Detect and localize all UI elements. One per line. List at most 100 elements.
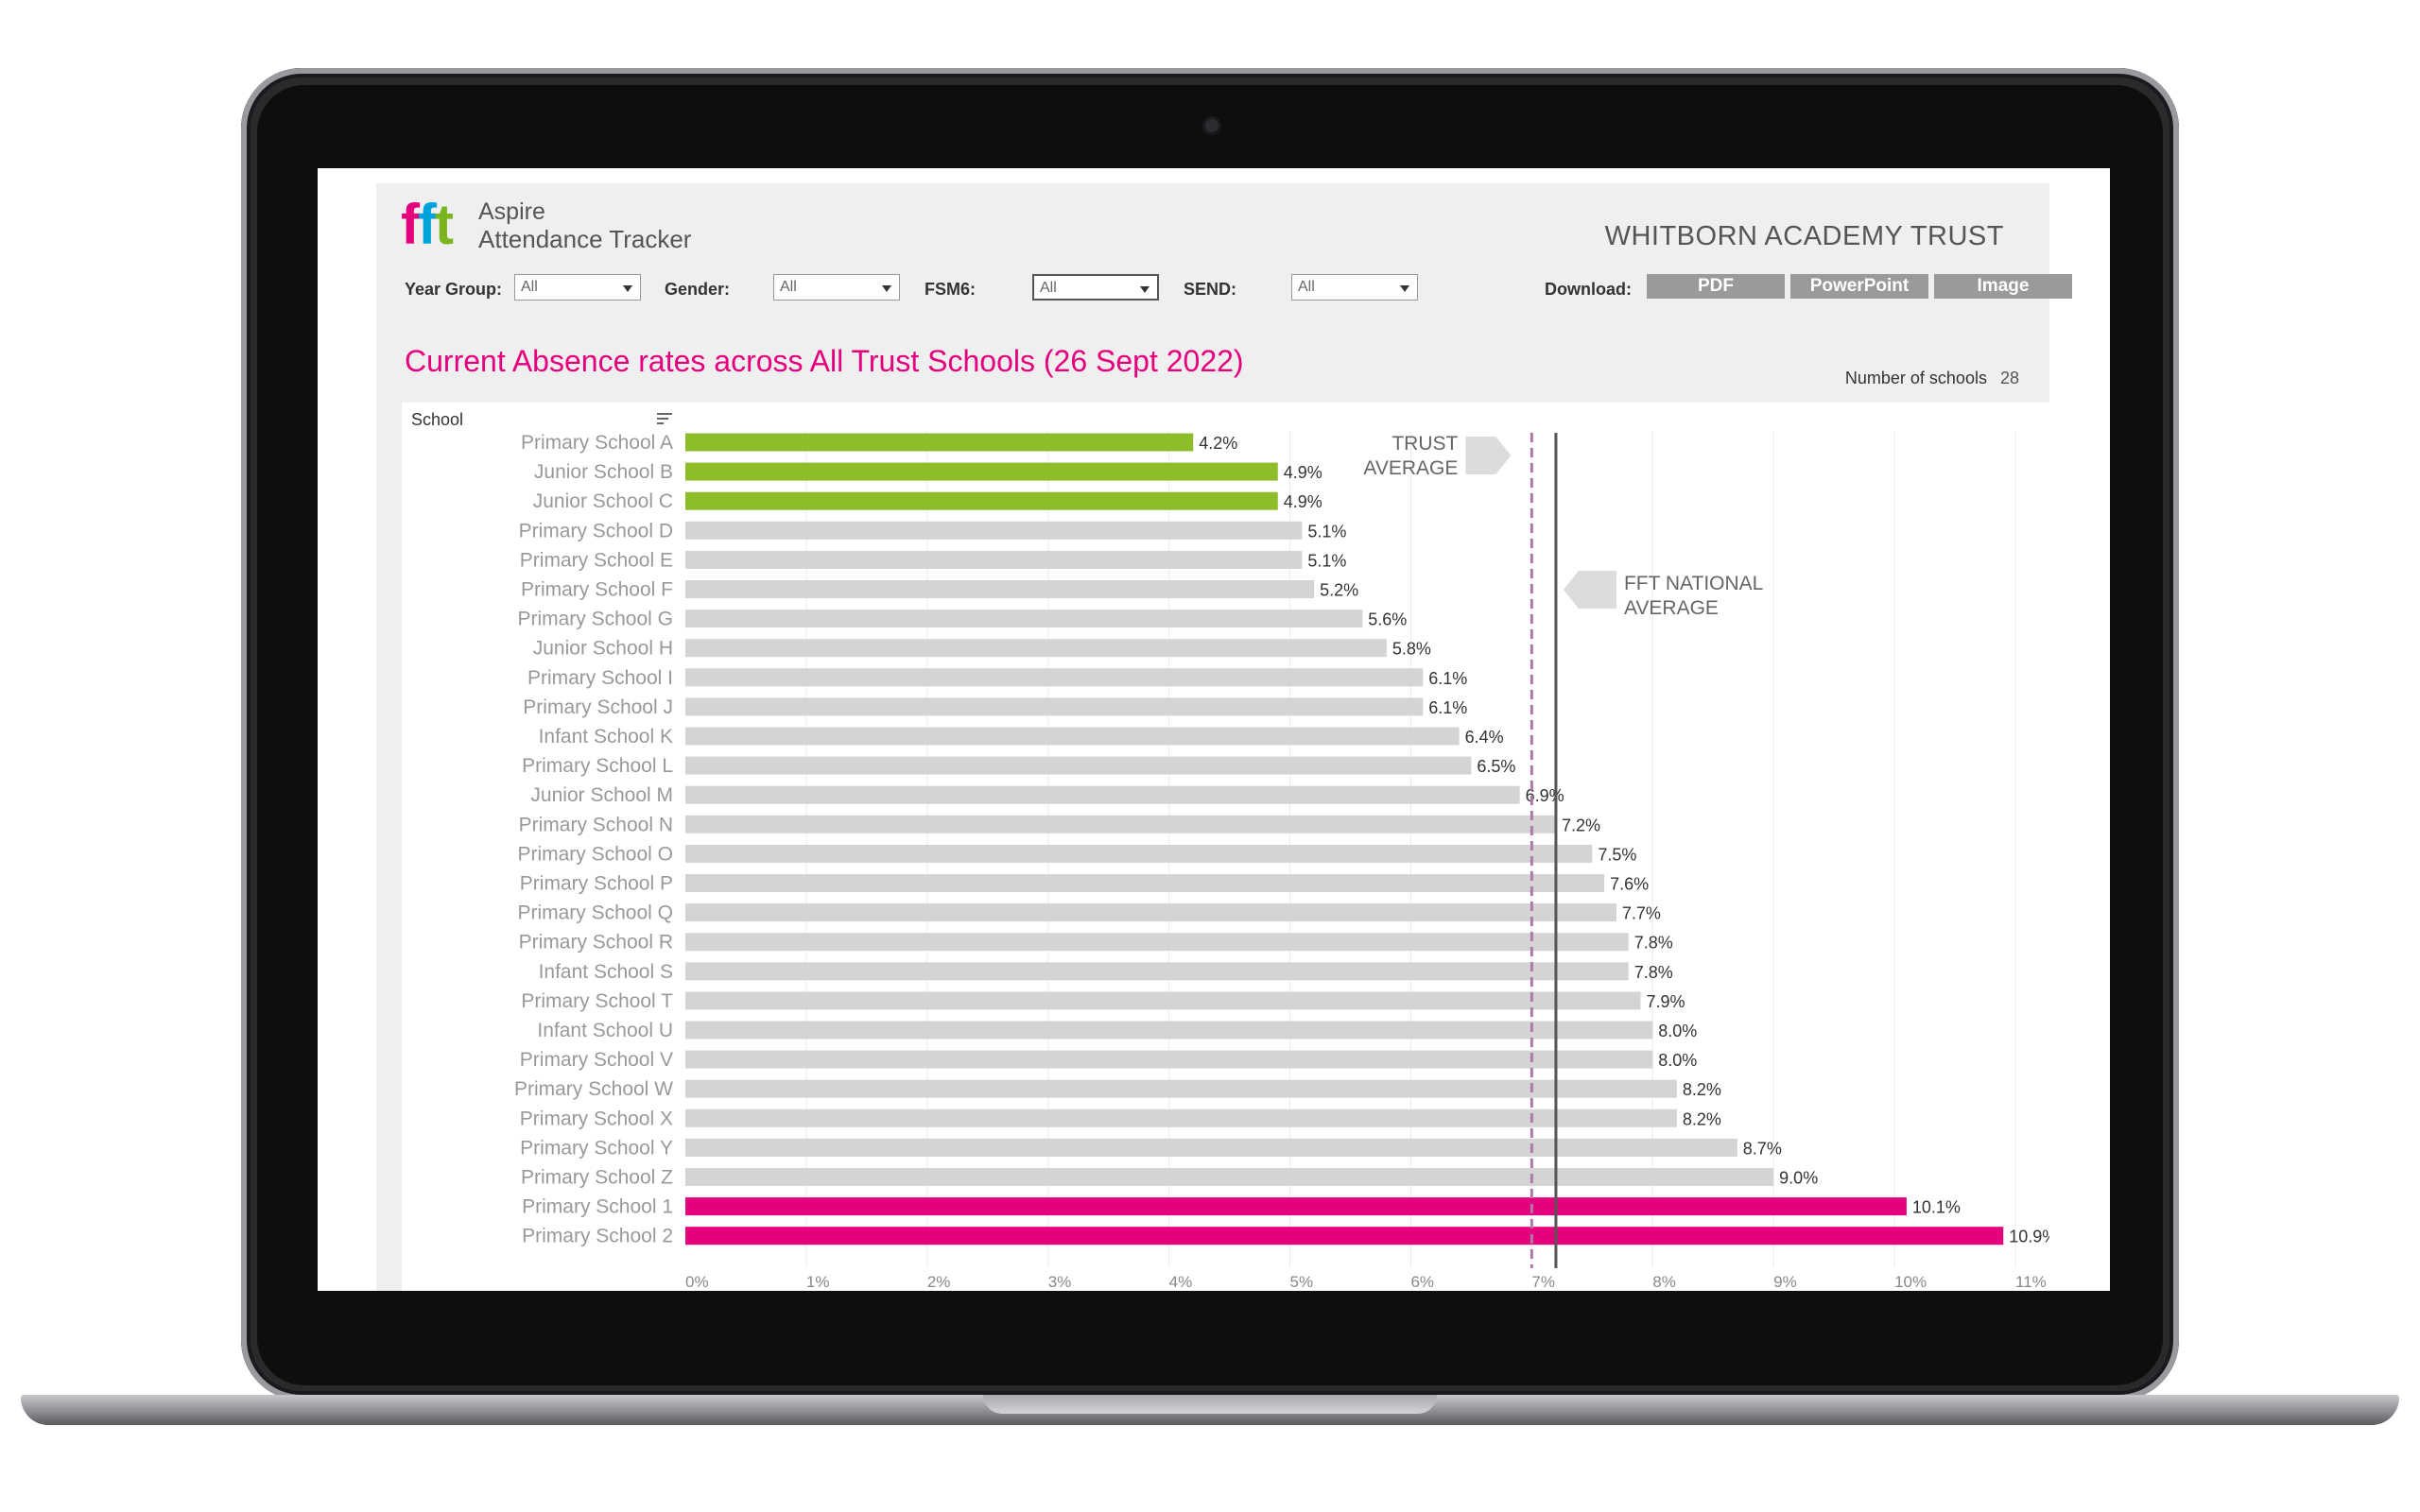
filter-label-send: SEND: [1184, 280, 1237, 299]
school-label: Primary School J [523, 696, 673, 718]
bar [685, 697, 1424, 716]
bar [685, 756, 1472, 775]
school-label: Primary School I [527, 667, 673, 689]
trust-average-marker [1465, 437, 1512, 474]
screen: fft Aspire Attendance Tracker WHITBORN A… [318, 168, 2110, 1291]
school-label: Primary School X [520, 1108, 673, 1129]
bar-value-label: 7.8% [1634, 963, 1673, 982]
school-label: Primary School 2 [522, 1226, 673, 1247]
bar [685, 1050, 1653, 1069]
bar-value-label: 9.0% [1779, 1169, 1818, 1188]
bar-value-label: 10.1% [1912, 1198, 1961, 1217]
bar-value-label: 6.9% [1526, 786, 1564, 805]
school-label: Primary School Q [517, 902, 673, 924]
trust-average-label-line-1: TRUST [1392, 433, 1458, 455]
brand-line-1: Aspire [478, 198, 545, 225]
bar [685, 962, 1629, 981]
send-select[interactable]: All [1291, 274, 1418, 301]
school-label: Junior School M [530, 784, 673, 806]
bar-value-label: 6.1% [1428, 698, 1467, 717]
download-pdf-button[interactable]: PDF [1647, 274, 1785, 299]
camera-icon [1205, 119, 1219, 132]
school-label: Primary School Z [521, 1167, 673, 1189]
school-label: Primary School D [519, 520, 673, 541]
bar-value-label: 7.6% [1610, 875, 1649, 894]
bar [685, 815, 1556, 833]
category-header: School [411, 410, 463, 429]
bar-value-label: 4.9% [1284, 492, 1322, 511]
school-label: Primary School F [521, 579, 673, 601]
school-label: Primary School A [521, 432, 673, 454]
x-tick-label: 0% [685, 1273, 709, 1291]
download-label: Download: [1545, 280, 1632, 299]
bar [685, 933, 1629, 952]
year-group-select[interactable]: All [514, 274, 641, 301]
chevron-down-icon [1400, 285, 1409, 292]
bar-value-label: 5.1% [1307, 522, 1346, 541]
bar-value-label: 8.0% [1658, 1022, 1697, 1040]
trust-average-label-line-2: AVERAGE [1363, 457, 1458, 479]
brand-line-2: Attendance Tracker [478, 225, 692, 253]
school-count-label: Number of schools [1844, 369, 1987, 387]
bar-value-label: 8.2% [1683, 1109, 1721, 1128]
download-image-button[interactable]: Image [1934, 274, 2072, 299]
school-count-value: 28 [1999, 369, 2019, 387]
bar [685, 903, 1616, 922]
x-tick-label: 3% [1048, 1273, 1072, 1291]
year-group-value: All [521, 279, 538, 295]
x-tick-label: 7% [1531, 1273, 1555, 1291]
bar [685, 610, 1363, 628]
bar [685, 580, 1315, 598]
bar-value-label: 7.8% [1634, 934, 1673, 953]
bar-value-label: 7.7% [1622, 904, 1661, 923]
bar-value-label: 7.2% [1562, 816, 1600, 834]
bar [685, 785, 1520, 804]
school-label: Infant School K [539, 726, 673, 747]
school-label: Primary School L [522, 755, 673, 777]
school-label: Primary School 1 [522, 1196, 673, 1218]
bar-value-label: 6.4% [1465, 728, 1504, 747]
download-powerpoint-button[interactable]: PowerPoint [1790, 274, 1928, 299]
bar-value-label: 6.1% [1428, 669, 1467, 688]
bar [685, 1021, 1653, 1040]
national-average-label-line-1: FFT NATIONAL [1624, 573, 1763, 594]
school-label: Primary School O [517, 843, 673, 865]
bar [685, 668, 1424, 687]
school-label: Junior School C [533, 490, 673, 512]
national-average-marker [1563, 571, 1616, 609]
school-label: Primary School G [517, 609, 673, 630]
school-label: Primary School R [519, 932, 673, 954]
chevron-down-icon [1140, 286, 1150, 293]
gender-select[interactable]: All [773, 274, 900, 301]
school-label: Infant School U [537, 1020, 673, 1041]
school-label: Primary School N [519, 814, 673, 835]
brand-text: Aspire Attendance Tracker [478, 198, 691, 253]
bar [685, 1108, 1677, 1127]
bar-value-label: 8.2% [1683, 1080, 1721, 1099]
x-tick-label: 2% [927, 1273, 951, 1291]
x-tick-label: 5% [1290, 1273, 1314, 1291]
school-label: Primary School Y [520, 1137, 673, 1159]
school-label: Primary School E [520, 549, 673, 571]
school-count: Number of schools 28 [1845, 369, 2019, 388]
bar [685, 1168, 1774, 1186]
bar [685, 1138, 1737, 1157]
chart-title: Current Absence rates across All Trust S… [405, 344, 1244, 378]
filter-label-year-group: Year Group: [405, 280, 503, 299]
fsm6-select[interactable]: All [1032, 274, 1159, 301]
x-tick-label: 6% [1410, 1273, 1434, 1291]
school-label: Primary School W [514, 1078, 673, 1100]
filter-label-fsm6: FSM6: [925, 280, 976, 299]
school-label: Infant School S [539, 961, 673, 983]
bar-value-label: 10.9% [2009, 1228, 2049, 1246]
bar-value-label: 4.9% [1284, 463, 1322, 482]
bar-value-label: 5.8% [1392, 640, 1431, 659]
bar [685, 991, 1641, 1010]
trust-name: WHITBORN ACADEMY TRUST [1604, 221, 2004, 251]
fft-logo: fft [401, 193, 454, 256]
x-tick-label: 8% [1652, 1273, 1676, 1291]
gender-value: All [780, 279, 797, 295]
absence-bar-chart: 0% 1% 2% 3% 4% 5% 6% 7% 8% 9% 10% 11% School Primary … [411, 410, 2057, 1291]
x-tick-label: 10% [1894, 1273, 1927, 1291]
school-label: Junior School H [533, 638, 673, 660]
